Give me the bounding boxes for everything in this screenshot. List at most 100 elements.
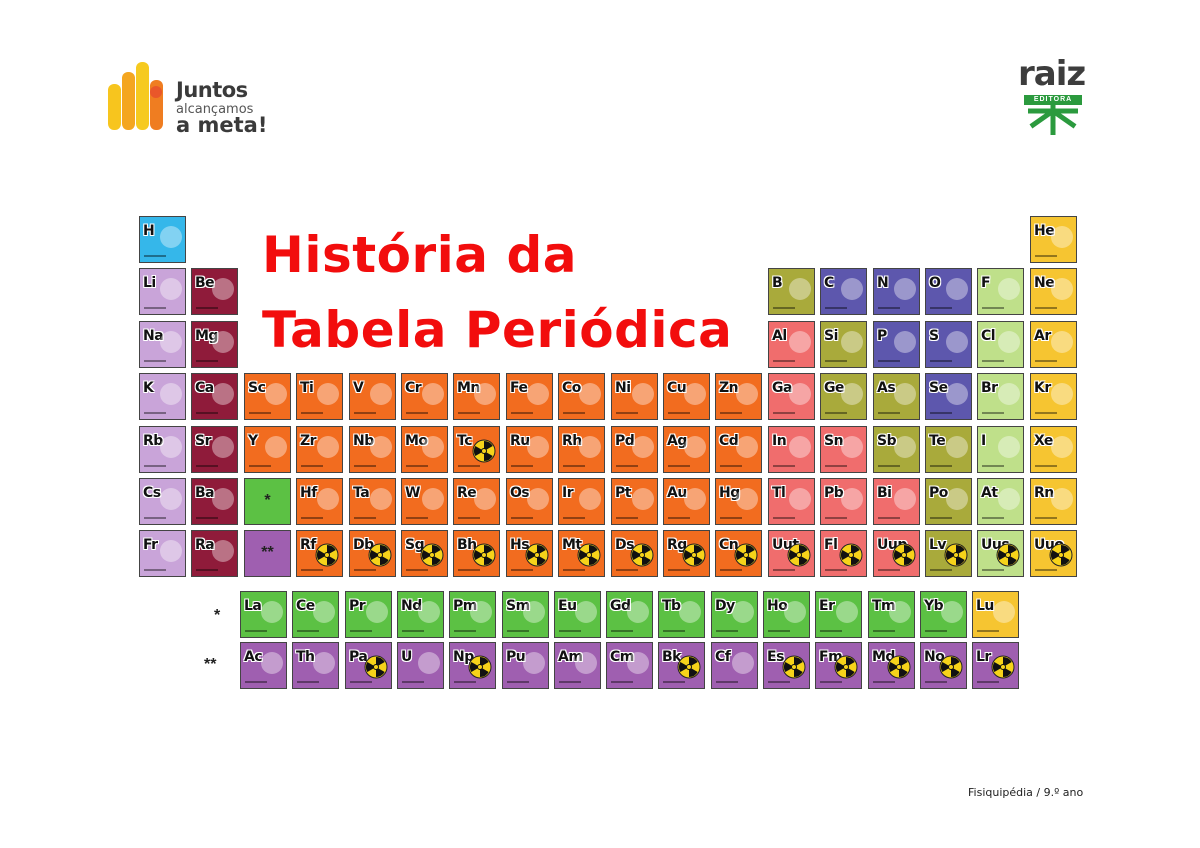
element-symbol: V	[353, 380, 364, 396]
element-illustration-icon	[784, 601, 806, 623]
element-cell-Ca: Ca	[191, 373, 238, 420]
element-name-caption	[563, 465, 585, 467]
element-symbol: H	[143, 223, 155, 239]
element-illustration-icon	[422, 488, 444, 510]
element-illustration-icon	[422, 436, 444, 458]
element-symbol: Mn	[457, 380, 480, 396]
element-name-caption	[563, 412, 585, 414]
element-name-caption	[720, 465, 742, 467]
element-name-caption	[930, 307, 952, 309]
element-illustration-icon	[579, 488, 601, 510]
element-symbol: P	[877, 328, 887, 344]
radioactive-icon	[468, 655, 492, 679]
element-cell-Dy: Dy	[711, 591, 758, 638]
element-name-caption	[354, 517, 376, 519]
radioactive-icon	[525, 543, 549, 567]
element-illustration-icon	[889, 601, 911, 623]
element-symbol: Cs	[143, 485, 161, 501]
element-name-caption	[297, 681, 319, 683]
element-name-caption	[1035, 307, 1057, 309]
element-cell-Tl: Tl	[768, 478, 815, 525]
element-cell-U: U	[397, 642, 444, 689]
element-cell-Rb: Rb	[139, 426, 186, 473]
element-symbol: Th	[296, 649, 315, 665]
element-illustration-icon	[575, 652, 597, 674]
element-cell-Ta: Ta	[349, 478, 396, 525]
radioactive-icon	[787, 543, 811, 567]
element-cell-La: La	[240, 591, 287, 638]
element-illustration-icon	[946, 436, 968, 458]
element-name-caption	[301, 517, 323, 519]
element-name-caption	[825, 360, 847, 362]
element-name-caption	[406, 517, 428, 519]
element-name-caption	[716, 630, 738, 632]
element-cell-Bi: Bi	[873, 478, 920, 525]
element-illustration-icon	[317, 383, 339, 405]
element-symbol: Pu	[506, 649, 526, 665]
element-illustration-icon	[632, 383, 654, 405]
element-symbol: N	[877, 275, 889, 291]
element-cell-Sn: Sn	[820, 426, 867, 473]
element-name-caption	[1035, 255, 1057, 257]
element-illustration-icon	[422, 383, 444, 405]
element-illustration-icon	[998, 488, 1020, 510]
element-illustration-icon	[679, 601, 701, 623]
element-illustration-icon	[627, 652, 649, 674]
element-symbol: Cm	[610, 649, 634, 665]
element-illustration-icon	[684, 488, 706, 510]
element-cell-Pd: Pd	[611, 426, 658, 473]
element-illustration-icon	[946, 488, 968, 510]
raiz-logo: raiz EDITORA	[1018, 54, 1088, 140]
element-illustration-icon	[527, 383, 549, 405]
element-symbol: Es	[767, 649, 784, 665]
element-illustration-icon	[418, 652, 440, 674]
element-cell-Al: Al	[768, 321, 815, 368]
element-name-caption	[458, 569, 480, 571]
element-cell-Pr: Pr	[345, 591, 392, 638]
element-name-caption	[820, 630, 842, 632]
element-illustration-icon	[317, 488, 339, 510]
element-name-caption	[720, 412, 742, 414]
element-cell-Ra: Ra	[191, 530, 238, 577]
element-cell-Cl: Cl	[977, 321, 1024, 368]
element-symbol: Ta	[353, 485, 370, 501]
element-name-caption	[878, 517, 900, 519]
element-cell-Rh: Rh	[558, 426, 605, 473]
element-cell-Ar: Ar	[1030, 321, 1077, 368]
element-illustration-icon	[1051, 436, 1073, 458]
element-cell-As: As	[873, 373, 920, 420]
element-symbol: Lu	[976, 598, 994, 614]
element-cell-Sm: Sm	[502, 591, 549, 638]
element-illustration-icon	[265, 383, 287, 405]
radioactive-icon	[839, 543, 863, 567]
element-illustration-icon	[261, 601, 283, 623]
element-symbol: Si	[824, 328, 838, 344]
logo-line-1: Juntos	[176, 78, 248, 102]
element-cell-Te: Te	[925, 426, 972, 473]
element-name-caption	[354, 412, 376, 414]
element-name-caption	[402, 630, 424, 632]
element-cell-star: *	[244, 478, 291, 525]
element-name-caption	[663, 630, 685, 632]
element-name-caption	[354, 569, 376, 571]
element-illustration-icon	[1051, 383, 1073, 405]
element-name-caption	[297, 630, 319, 632]
radioactive-icon	[368, 543, 392, 567]
element-symbol: Zn	[719, 380, 739, 396]
element-cell-V: V	[349, 373, 396, 420]
element-cell-Fl: Fl	[820, 530, 867, 577]
element-cell-Pt: Pt	[611, 478, 658, 525]
element-cell-Os: Os	[506, 478, 553, 525]
element-cell-Sb: Sb	[873, 426, 920, 473]
element-name-caption	[354, 465, 376, 467]
element-name-caption	[878, 465, 900, 467]
element-illustration-icon	[313, 652, 335, 674]
element-cell-Cm: Cm	[606, 642, 653, 689]
element-illustration-icon	[789, 436, 811, 458]
element-symbol: Ca	[195, 380, 214, 396]
element-symbol: Be	[195, 275, 215, 291]
element-illustration-icon	[841, 278, 863, 300]
element-cell-Sr: Sr	[191, 426, 238, 473]
element-symbol: Ru	[510, 433, 530, 449]
element-name-caption	[768, 630, 790, 632]
